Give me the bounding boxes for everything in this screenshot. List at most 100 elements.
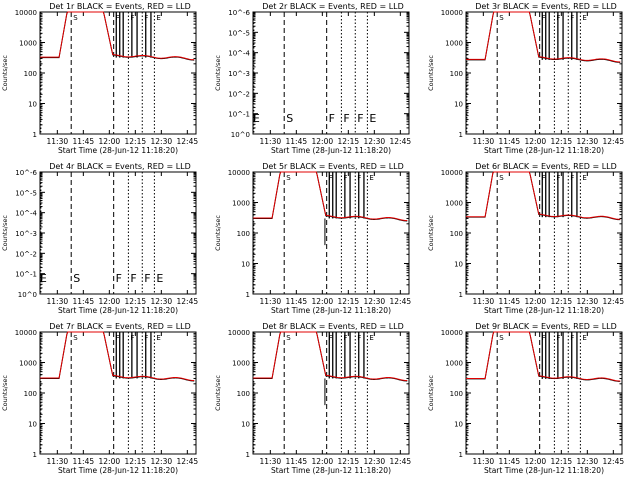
plot-title: Det 1r BLACK = Events, RED = LLD <box>49 2 191 11</box>
y-tick-label: 10^-3 <box>228 70 250 78</box>
event-marker-label: F <box>144 14 148 22</box>
plot-panel-4: Det 4r BLACK = Events, RED = LLD Counts/s… <box>1 162 198 315</box>
x-axis-label: Start Time (28-Jun-12 11:18:20) <box>58 466 178 475</box>
y-tick-label: 1 <box>33 451 37 459</box>
event-marker-label: S <box>499 174 504 182</box>
x-tick-label: 12:15 <box>551 457 573 466</box>
event-marker-label: F <box>343 112 349 125</box>
x-tick-label: 11:45 <box>73 457 95 466</box>
x-tick-label: 12:00 <box>525 297 547 306</box>
event-marker-label: F <box>556 334 560 342</box>
plot-panel-2: Det 2r BLACK = Events, RED = LLD Counts/s… <box>214 2 411 155</box>
x-tick-label: 11:45 <box>499 137 521 146</box>
x-axis-label: Start Time (28-Jun-12 11:18:20) <box>484 306 604 315</box>
x-tick-label: 12:45 <box>177 297 199 306</box>
event-marker-label: F <box>570 174 574 182</box>
x-tick-label: 12:00 <box>99 457 121 466</box>
x-tick-label: 12:30 <box>151 137 173 146</box>
y-tick-label: 10^-2 <box>228 90 250 98</box>
plot-frame <box>252 331 410 455</box>
plot-panel-7: Det 7r BLACK = Events, RED = LLD Counts/s… <box>1 322 198 475</box>
event-marker-label: E <box>582 14 586 22</box>
y-tick-label: 10^-5 <box>15 189 37 197</box>
y-tick-label: 10^-6 <box>15 169 37 177</box>
y-axis-label: Counts/sec <box>1 375 9 411</box>
event-marker-label: E <box>253 112 260 125</box>
y-tick-label: 10^-3 <box>15 230 37 238</box>
y-tick-label: 1000 <box>445 200 463 208</box>
x-tick-label: 12:30 <box>577 137 599 146</box>
y-axis-label: Counts/sec <box>214 55 222 91</box>
event-marker-label: S <box>73 334 78 342</box>
lld-series <box>40 11 195 61</box>
y-axis-label: Counts/sec <box>427 375 435 411</box>
y-tick-label: 100 <box>450 230 463 238</box>
x-tick-label: 11:30 <box>260 297 282 306</box>
x-tick-label: 11:30 <box>260 457 282 466</box>
x-tick-label: 12:00 <box>525 457 547 466</box>
x-tick-label: 12:45 <box>603 297 625 306</box>
x-tick-label: 11:45 <box>286 457 308 466</box>
event-marker-label: F <box>116 272 122 285</box>
event-marker-label: F <box>343 334 347 342</box>
event-marker-label: S <box>73 14 78 22</box>
y-axis-label: Counts/sec <box>1 55 9 91</box>
event-marker-label: F <box>556 14 560 22</box>
plot-title: Det 5r BLACK = Events, RED = LLD <box>262 162 404 171</box>
plot-frame <box>39 331 197 455</box>
y-tick-label: 10000 <box>228 169 250 177</box>
y-tick-label: 100 <box>237 230 250 238</box>
plot-frame <box>465 331 623 455</box>
x-tick-label: 11:45 <box>73 297 95 306</box>
y-tick-label: 1 <box>246 291 250 299</box>
x-axis-label: Start Time (28-Jun-12 11:18:20) <box>484 146 604 155</box>
y-tick-label: 100 <box>450 390 463 398</box>
y-tick-label: 10000 <box>441 169 463 177</box>
x-axis-label: Start Time (28-Jun-12 11:18:20) <box>271 466 391 475</box>
x-tick-label: 12:15 <box>125 297 147 306</box>
plot-panel-6: Det 6r BLACK = Events, RED = LLD Counts/s… <box>427 162 624 315</box>
y-tick-label: 10^-5 <box>228 29 250 37</box>
x-tick-label: 12:00 <box>312 457 334 466</box>
event-marker-label: F <box>329 334 333 342</box>
x-tick-label: 11:45 <box>499 457 521 466</box>
event-marker-label: E <box>156 272 163 285</box>
x-tick-label: 12:15 <box>125 457 147 466</box>
lld-series <box>253 171 408 222</box>
y-axis-label: Counts/sec <box>214 215 222 251</box>
x-tick-label: 11:45 <box>499 297 521 306</box>
x-tick-label: 12:30 <box>151 297 173 306</box>
y-tick-label: 10^0 <box>18 291 37 299</box>
x-axis-label: Start Time (28-Jun-12 11:18:20) <box>484 466 604 475</box>
y-tick-label: 1000 <box>445 40 463 48</box>
event-marker-label: S <box>286 112 293 125</box>
y-tick-label: 10 <box>241 421 250 429</box>
y-tick-label: 1000 <box>445 360 463 368</box>
y-tick-label: 10000 <box>15 329 37 337</box>
x-tick-label: 12:15 <box>338 297 360 306</box>
event-marker-label: F <box>116 14 120 22</box>
y-axis-label: Counts/sec <box>214 375 222 411</box>
x-tick-label: 12:15 <box>125 137 147 146</box>
event-marker-label: E <box>369 174 373 182</box>
x-tick-label: 12:00 <box>99 297 121 306</box>
x-tick-label: 12:00 <box>312 137 334 146</box>
x-tick-label: 12:45 <box>603 457 625 466</box>
y-tick-label: 10^-4 <box>15 210 37 218</box>
x-tick-label: 12:30 <box>364 297 386 306</box>
plot-title: Det 6r BLACK = Events, RED = LLD <box>475 162 617 171</box>
event-marker-label: F <box>542 14 546 22</box>
event-marker-label: F <box>130 272 136 285</box>
x-axis-label: Start Time (28-Jun-12 11:18:20) <box>58 306 178 315</box>
event-marker-label: F <box>329 174 333 182</box>
y-tick-label: 10^0 <box>231 131 250 139</box>
x-tick-label: 12:30 <box>151 457 173 466</box>
event-marker-label: S <box>499 334 504 342</box>
y-tick-label: 1 <box>459 451 463 459</box>
event-marker-label: F <box>570 14 574 22</box>
x-tick-label: 11:30 <box>260 137 282 146</box>
y-tick-label: 10^-6 <box>228 9 250 17</box>
y-tick-label: 1000 <box>19 40 37 48</box>
x-tick-label: 12:45 <box>390 137 412 146</box>
